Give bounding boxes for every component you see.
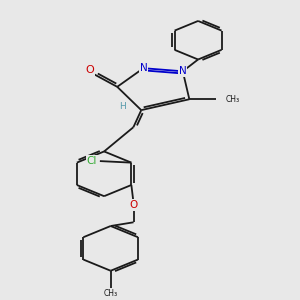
Text: O: O <box>86 65 94 75</box>
Text: CH₃: CH₃ <box>103 289 118 298</box>
Text: Cl: Cl <box>87 156 97 166</box>
Text: O: O <box>129 200 138 210</box>
Text: H: H <box>119 102 126 111</box>
Text: N: N <box>140 63 147 73</box>
Text: N: N <box>179 66 187 76</box>
Text: CH₃: CH₃ <box>226 95 240 104</box>
